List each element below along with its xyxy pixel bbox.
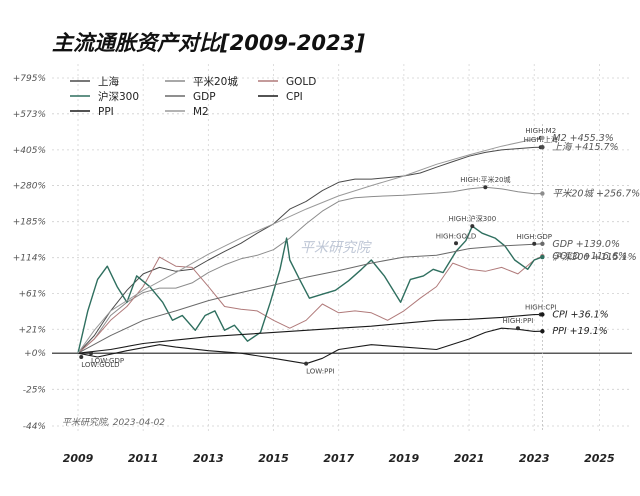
series-line-7 [77, 137, 543, 354]
end-label: PPI +19.1% [552, 326, 607, 337]
legend-entry: GOLD [286, 76, 316, 88]
legend: 上海 平米20城 GOLD 沪深300 GDP CPI PPI M2 [70, 75, 316, 118]
legend-entry: M2 [193, 106, 209, 118]
marker-dot [304, 361, 309, 366]
legend-entry: 上海 [98, 75, 119, 88]
end-labels-group: M2 +455.3%上海 +415.7% 平米20城 +256.7% GDP +13… [540, 133, 640, 337]
series-line-2 [77, 255, 543, 354]
end-dot [540, 191, 545, 196]
end-dot [540, 254, 545, 260]
legend-entry: GDP [193, 91, 216, 103]
x-axis: 2009 2011 2013 2015 2017 2019 2021 2023 2025 [63, 452, 615, 465]
y-tick-label: +61% [18, 289, 46, 299]
watermark: 平米研究院 [300, 240, 372, 256]
marker-dot [470, 224, 475, 229]
y-tick-label: +280% [13, 182, 46, 192]
marker-dot [532, 241, 537, 246]
end-label: 上海 +415.7% [552, 142, 618, 153]
y-tick-label: +0% [24, 349, 46, 359]
grid [52, 64, 632, 432]
x-tick-label: 2023 [519, 452, 550, 465]
end-dot [540, 135, 545, 141]
marker-label: HIGH:M2 [525, 127, 556, 135]
y-tick-label: +185% [13, 218, 46, 228]
marker-dot [89, 351, 94, 356]
legend-entry: 平米20城 [193, 75, 238, 88]
marker-label: HIGH:GOLD [436, 232, 477, 240]
x-tick-label: 2015 [258, 452, 289, 465]
marker-label: HIGH:PPI [502, 317, 533, 325]
marker-label: HIGH:平米20城 [460, 175, 510, 184]
series-line-3 [77, 225, 543, 354]
end-label: 沪深300 +115.1% [552, 252, 636, 263]
marker-dot [79, 355, 84, 360]
y-tick-label: +795% [13, 74, 46, 84]
x-tick-label: 2017 [323, 452, 354, 465]
marker-label: HIGH:CPI [525, 303, 557, 311]
y-tick-label: -25% [23, 385, 46, 395]
end-label: GDP +139.0% [552, 239, 620, 250]
series-line-4 [77, 243, 543, 354]
end-dot [540, 329, 545, 334]
series-line-1 [77, 186, 543, 354]
x-tick-label: 2009 [63, 452, 94, 465]
marker-label: HIGH:沪深300 [448, 214, 496, 223]
end-label: CPI +36.1% [552, 309, 608, 320]
marker-label: HIGH:上海 [524, 135, 558, 144]
marker-dot [483, 185, 488, 190]
end-label: M2 +455.3% [552, 133, 613, 144]
end-label: GOLD +116.6% [552, 251, 627, 262]
end-dot [540, 312, 545, 317]
x-tick-label: 2011 [128, 452, 159, 465]
marker-dot [515, 326, 520, 331]
legend-entry: 沪深300 [98, 90, 139, 103]
legend-entry: CPI [286, 91, 303, 103]
y-tick-label: +405% [13, 146, 46, 156]
credit-text: 平米研究院, 2023-04-02 [62, 417, 165, 428]
chart-title: 主流通胀资产对比[2009-2023] [52, 31, 365, 55]
marker-label: HIGH:GDP [517, 233, 552, 241]
y-tick-label: +573% [13, 110, 46, 120]
series-line-5 [77, 313, 543, 354]
y-axis: +795% +573% +405% +280% +185% +114% +61% +21% +0… [13, 74, 46, 432]
x-tick-label: 2013 [193, 452, 224, 465]
marker-label: LOW:PPI [306, 368, 335, 376]
legend-entry: PPI [98, 106, 114, 118]
x-tick-label: 2019 [389, 452, 420, 465]
y-tick-label: +114% [13, 254, 46, 264]
end-dot [540, 145, 545, 150]
end-label: 平米20城 +256.7% [552, 189, 640, 200]
marker-label: LOW:GOLD [81, 361, 119, 369]
y-tick-label: -44% [23, 422, 46, 432]
y-tick-label: +21% [18, 325, 46, 335]
marker-label: LOW:GDP [91, 357, 124, 365]
x-tick-label: 2021 [454, 452, 485, 465]
series-group [77, 137, 543, 365]
marker-dot [454, 241, 459, 246]
series-line-6 [77, 327, 543, 365]
x-tick-label: 2025 [584, 452, 615, 465]
series-line-0 [77, 146, 543, 354]
end-dot [540, 241, 545, 246]
